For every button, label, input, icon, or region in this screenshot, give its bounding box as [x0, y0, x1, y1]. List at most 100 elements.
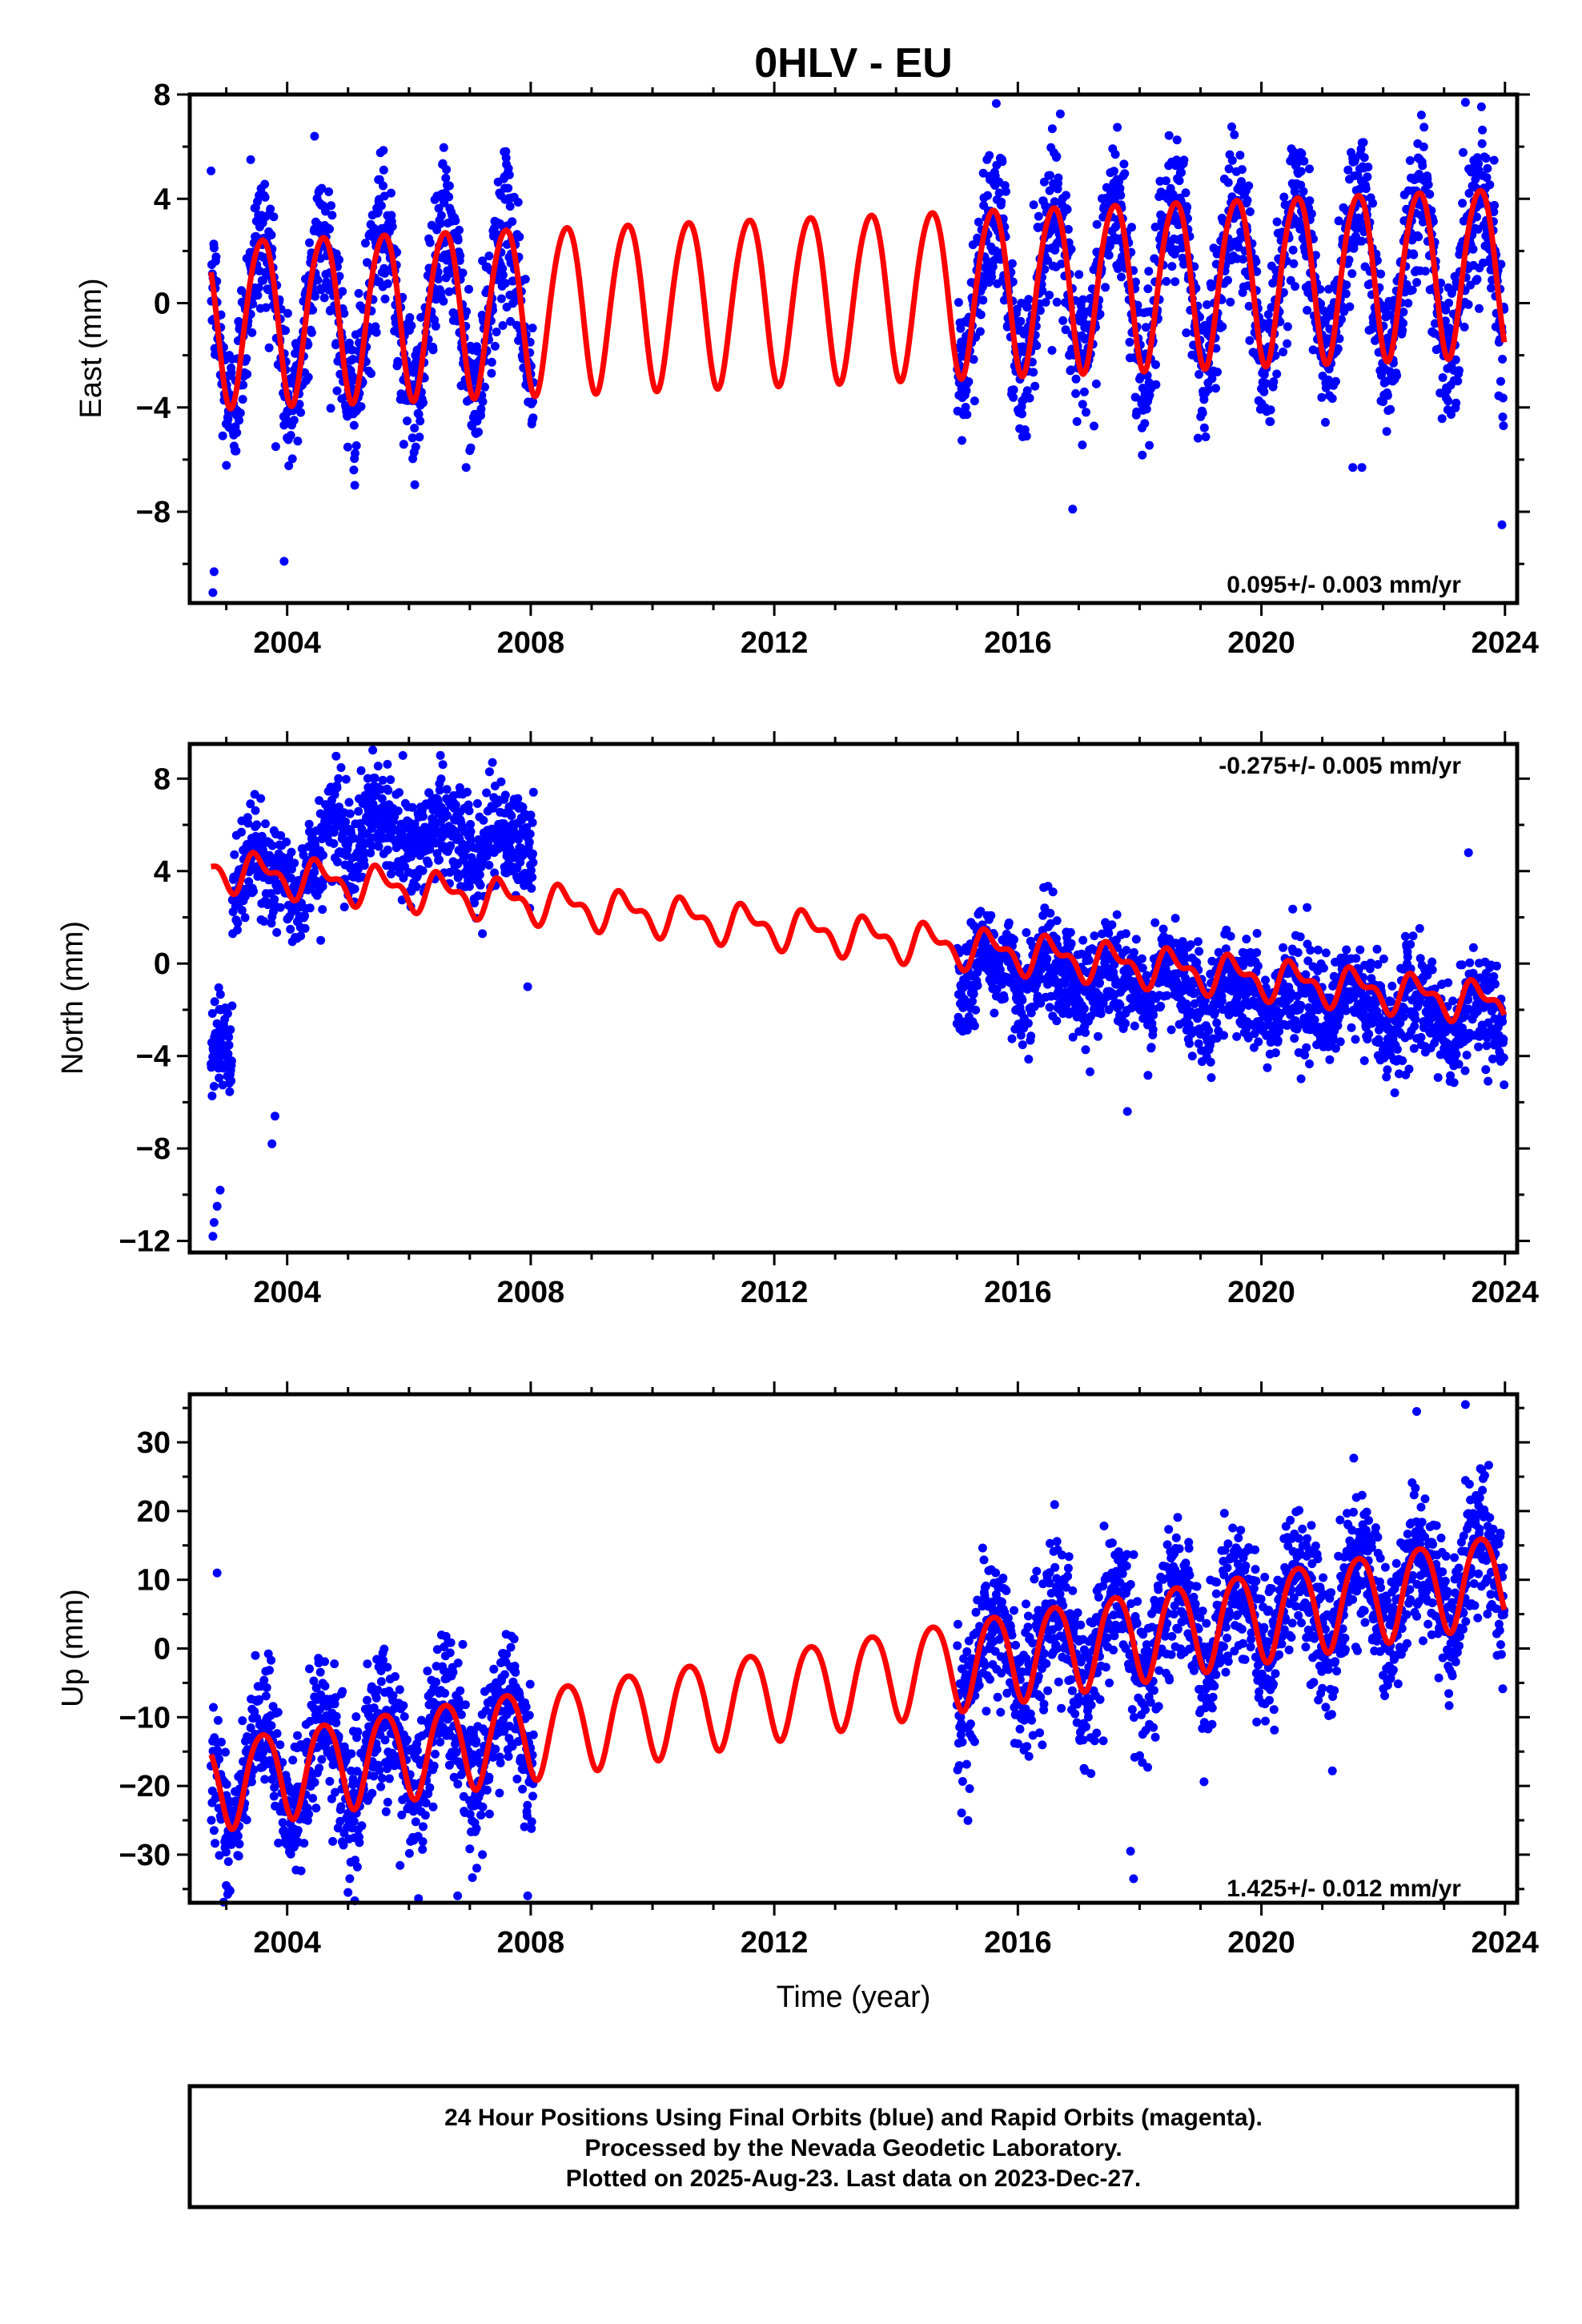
- east-data-point: [415, 432, 424, 442]
- north-data-point: [272, 927, 282, 937]
- east-data-point: [1104, 251, 1114, 260]
- east-y-tick-label: −4: [136, 392, 171, 425]
- east-data-point: [1047, 346, 1057, 355]
- north-data-point: [1095, 978, 1104, 987]
- east-data-point: [1475, 304, 1484, 313]
- east-data-point: [242, 354, 251, 364]
- east-data-point: [439, 296, 448, 306]
- north-data-point: [237, 827, 246, 837]
- east-data-point: [974, 217, 983, 227]
- north-data-point: [1081, 1027, 1090, 1037]
- east-outlier-point: [208, 588, 218, 597]
- east-data-point: [1386, 404, 1395, 414]
- east-data-point: [1368, 199, 1378, 208]
- north-data-point: [1026, 1031, 1036, 1041]
- east-data-point: [379, 146, 388, 155]
- east-data-point: [501, 153, 511, 163]
- east-data-point: [442, 165, 452, 175]
- east-data-point: [331, 339, 341, 348]
- east-data-point: [1203, 384, 1213, 394]
- north-data-point: [368, 746, 378, 755]
- north-data-point: [1086, 1067, 1094, 1076]
- north-data-point: [513, 794, 523, 803]
- east-data-point: [1317, 392, 1327, 402]
- east-data-point: [1483, 163, 1492, 173]
- north-data-point: [249, 887, 258, 896]
- north-data-point: [316, 935, 326, 945]
- east-data-point: [441, 173, 451, 183]
- north-data-point: [1148, 1025, 1158, 1035]
- north-data-point: [336, 763, 346, 772]
- east-data-point: [1259, 387, 1269, 396]
- north-data-point: [1351, 954, 1361, 963]
- east-data-point: [528, 324, 537, 333]
- north-data-point: [374, 842, 383, 851]
- north-data-point: [383, 845, 392, 854]
- east-data-point: [1444, 298, 1454, 308]
- east-data-point: [238, 395, 247, 404]
- east-data-point: [1016, 316, 1026, 326]
- east-data-point: [349, 420, 359, 430]
- east-data-point: [487, 357, 496, 367]
- east-data-point: [1151, 380, 1161, 389]
- east-data-point: [289, 416, 299, 425]
- east-data-point: [223, 414, 233, 424]
- north-data-point: [1288, 904, 1298, 914]
- east-data-point: [1052, 151, 1062, 161]
- east-data-point: [962, 410, 972, 420]
- east-data-point: [1140, 419, 1150, 428]
- east-data-point: [1498, 393, 1508, 403]
- north-data-point: [435, 855, 444, 865]
- north-data-point: [1263, 1063, 1272, 1072]
- north-data-point: [1022, 928, 1031, 937]
- north-data-point: [1146, 1043, 1156, 1052]
- east-data-point: [1478, 125, 1488, 135]
- east-data-point: [379, 191, 389, 201]
- east-data-point: [1279, 192, 1289, 202]
- north-data-point: [478, 929, 488, 939]
- east-data-point: [1029, 368, 1038, 377]
- north-data-point: [1104, 929, 1114, 938]
- east-data-point: [961, 403, 970, 412]
- east-data-point: [1025, 393, 1034, 403]
- east-data-point: [434, 203, 444, 213]
- east-data-point: [1327, 394, 1337, 404]
- north-data-point: [1193, 937, 1203, 947]
- north-data-point: [1170, 914, 1180, 923]
- east-data-point: [1345, 302, 1355, 312]
- east-data-point: [998, 157, 1007, 167]
- east-data-point: [383, 279, 392, 288]
- north-data-point: [1295, 932, 1305, 942]
- east-data-point: [379, 181, 387, 191]
- north-data-point: [1156, 1001, 1166, 1011]
- east-data-point: [501, 147, 511, 156]
- north-data-point: [1185, 1039, 1195, 1048]
- north-data-point: [1359, 1056, 1369, 1065]
- east-data-point: [1120, 169, 1130, 179]
- north-data-point: [1042, 954, 1052, 963]
- east-data-point: [1490, 200, 1500, 210]
- east-data-point: [1283, 339, 1292, 348]
- east-data-point: [1151, 360, 1160, 369]
- east-data-point: [1299, 156, 1309, 166]
- north-data-point: [395, 788, 404, 798]
- east-data-point: [528, 413, 538, 423]
- east-data-point: [1477, 139, 1487, 148]
- east-data-point: [1195, 370, 1204, 379]
- east-data-point: [326, 404, 335, 413]
- east-data-point: [1331, 376, 1340, 386]
- east-data-point: [254, 283, 263, 292]
- north-data-point: [1325, 1055, 1335, 1064]
- north-data-point: [329, 838, 339, 848]
- east-data-point: [1052, 297, 1062, 307]
- east-data-point: [498, 263, 508, 273]
- north-data-point: [227, 1076, 236, 1086]
- north-data-point: [256, 794, 266, 803]
- north-data-point: [1342, 945, 1351, 955]
- east-data-point: [1143, 284, 1153, 294]
- north-data-point: [1121, 1019, 1130, 1028]
- east-data-point: [1119, 159, 1129, 169]
- east-data-point: [1138, 450, 1147, 460]
- east-data-point: [983, 191, 993, 200]
